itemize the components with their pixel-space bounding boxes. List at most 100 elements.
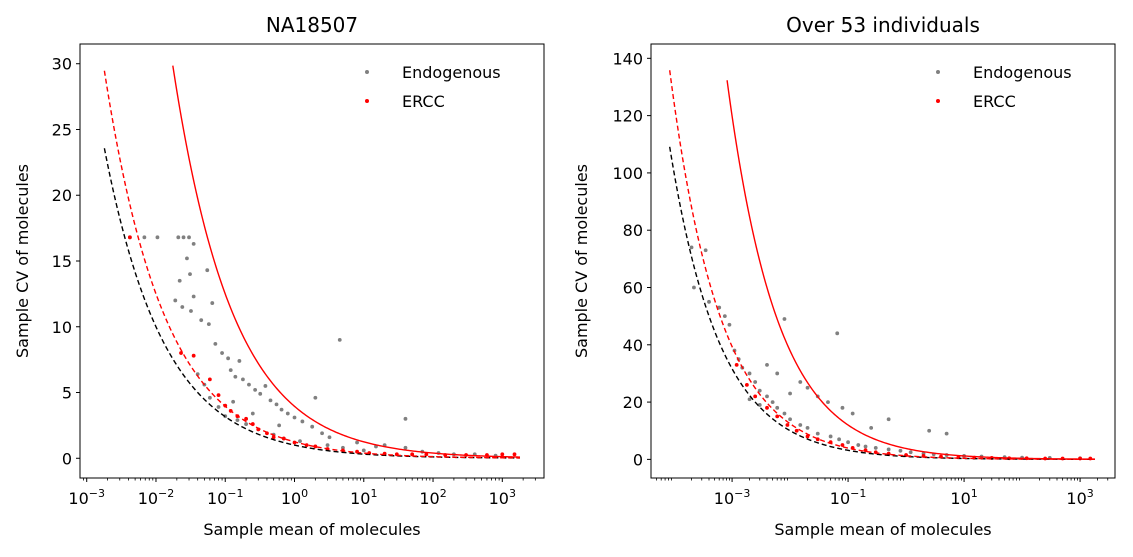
chart0-ercc-point: [271, 435, 276, 440]
chart1-ercc-point: [753, 394, 758, 399]
chart0-endogenous-point: [220, 351, 224, 355]
chart1-endogenous-point: [828, 434, 833, 439]
chart0-xlabel: Sample mean of molecules: [203, 520, 420, 539]
chart0-endogenous-point: [199, 318, 204, 323]
chart0-endogenous-point: [310, 424, 315, 429]
chart1-endogenous-point: [722, 314, 727, 319]
chart1-endogenous-point: [782, 411, 787, 416]
chart0-endogenous-point: [187, 235, 191, 240]
chart0-endogenous-point: [189, 309, 193, 313]
chart0-ylabel: Sample CV of molecules: [13, 164, 32, 358]
chart1-plot-area: [668, 70, 1095, 461]
chart1-ercc-point: [765, 405, 769, 410]
chart1-endogenous-point: [837, 437, 841, 442]
chart0-legend-marker-endogenous: [365, 70, 369, 74]
chart0-curve-dashed-black: [103, 148, 520, 459]
chart0-endogenous-point: [361, 448, 366, 453]
chart0-title: NA18507: [266, 13, 358, 37]
chart0-endogenous-point: [320, 431, 324, 436]
chart1-ytick-label: 60: [623, 278, 643, 297]
chart1-endogenous-point: [886, 417, 891, 422]
chart1-endogenous-point: [850, 411, 855, 416]
chart0-endogenous-point: [244, 422, 248, 426]
chart1-ytick-label: 20: [623, 393, 643, 412]
chart1-endogenous-point: [835, 331, 840, 336]
chart0-ercc-point: [410, 452, 415, 457]
chart0-legend-marker-ercc: [365, 99, 369, 103]
chart1-endogenous-point: [815, 431, 820, 436]
chart0-endogenous-point: [300, 419, 305, 424]
chart0-endogenous-point: [263, 384, 268, 388]
chart1-ytick-label: 80: [623, 221, 643, 240]
chart0-endogenous-point: [233, 374, 238, 379]
chart0-ercc-point: [512, 452, 517, 457]
chart1-endogenous-point: [775, 371, 780, 376]
chart0-endogenous-point: [191, 242, 196, 246]
chart0-plot-area: [103, 65, 520, 459]
chart0-ercc-point: [244, 416, 248, 421]
chart1-ercc-point: [805, 434, 810, 439]
chart1-ercc-point: [734, 362, 739, 367]
chart1-curve-solid-red: [726, 80, 1095, 460]
chart1-endogenous-point: [765, 394, 769, 399]
chart1-ercc-point: [785, 423, 790, 427]
chart0-xtick-label: 10−1: [207, 487, 244, 508]
chart0-endogenous-point: [228, 368, 233, 373]
chart1-endogenous-point: [788, 391, 792, 396]
chart1-endogenous-point: [727, 322, 732, 327]
chart0-endogenous-point: [142, 235, 147, 240]
chart1-ercc-point: [840, 443, 845, 447]
chart1-series-endogenous: [689, 245, 1082, 461]
chart1-ytick-label: 0: [633, 450, 643, 469]
chart1-endogenous-point: [747, 371, 752, 376]
chart1-endogenous-point: [846, 440, 850, 445]
chart0-ytick-label: 0: [62, 449, 72, 468]
chart1-endogenous-point: [703, 248, 708, 253]
chart1-xtick-label: 10−3: [714, 487, 751, 508]
chart1-endogenous-point: [944, 431, 949, 436]
chart1-ercc-point: [794, 428, 799, 433]
chart1-endogenous-point: [689, 245, 694, 250]
chart1-ytick-label: 140: [612, 49, 643, 68]
chart0-ercc-point: [127, 235, 132, 240]
chart1-endogenous-point: [788, 417, 792, 422]
chart0-xtick-label: 102: [419, 487, 446, 508]
chart1-xtick-label: 101: [950, 487, 977, 508]
chart1-endogenous-point: [747, 397, 752, 402]
chart1-ytick-label: 40: [623, 336, 643, 355]
chart1-endogenous-point: [770, 400, 775, 404]
chart1-xtick-label: 103: [1066, 487, 1093, 508]
chart0-endogenous-point: [337, 338, 342, 342]
chart0-endogenous-point: [213, 341, 218, 346]
chart0-curve-dashed-red: [103, 70, 520, 459]
chart0-endogenous-point: [258, 391, 263, 396]
chart1-endogenous-point: [869, 425, 874, 430]
chart0-xtick-label: 103: [489, 487, 516, 508]
chart1-endogenous-point: [886, 447, 891, 452]
chart0-endogenous-point: [206, 322, 211, 327]
chart1-legend-marker-ercc: [936, 99, 940, 103]
chart0-ercc-point: [191, 353, 196, 358]
chart1-endogenous-point: [757, 388, 762, 393]
chart1-series-ercc: [734, 362, 1093, 461]
chart1-endogenous-point: [805, 425, 810, 430]
chart0-legend-label-ercc: ERCC: [402, 92, 445, 111]
chart1-endogenous-point: [873, 446, 878, 450]
chart0-ytick-label: 20: [52, 186, 72, 205]
chart0-endogenous-point: [237, 359, 242, 363]
chart1-ylabel: Sample CV of molecules: [572, 164, 591, 358]
chart0-ercc-point: [424, 452, 429, 457]
chart0-endogenous-point: [207, 395, 212, 400]
chart0-endogenous-point: [341, 445, 345, 450]
chart1-endogenous-point: [717, 305, 722, 310]
chart1-endogenous-point: [927, 428, 932, 433]
chart0-endogenous-point: [327, 435, 332, 440]
chart0-endogenous-point: [279, 407, 284, 412]
chart1-endogenous-point: [863, 444, 868, 449]
chart0-curve-solid-red: [172, 65, 520, 458]
chart0-ytick-label: 5: [62, 384, 72, 403]
chart0-xtick-label: 100: [281, 487, 308, 508]
chart0-endogenous-point: [173, 298, 178, 303]
chart1-endogenous-point: [908, 450, 913, 455]
